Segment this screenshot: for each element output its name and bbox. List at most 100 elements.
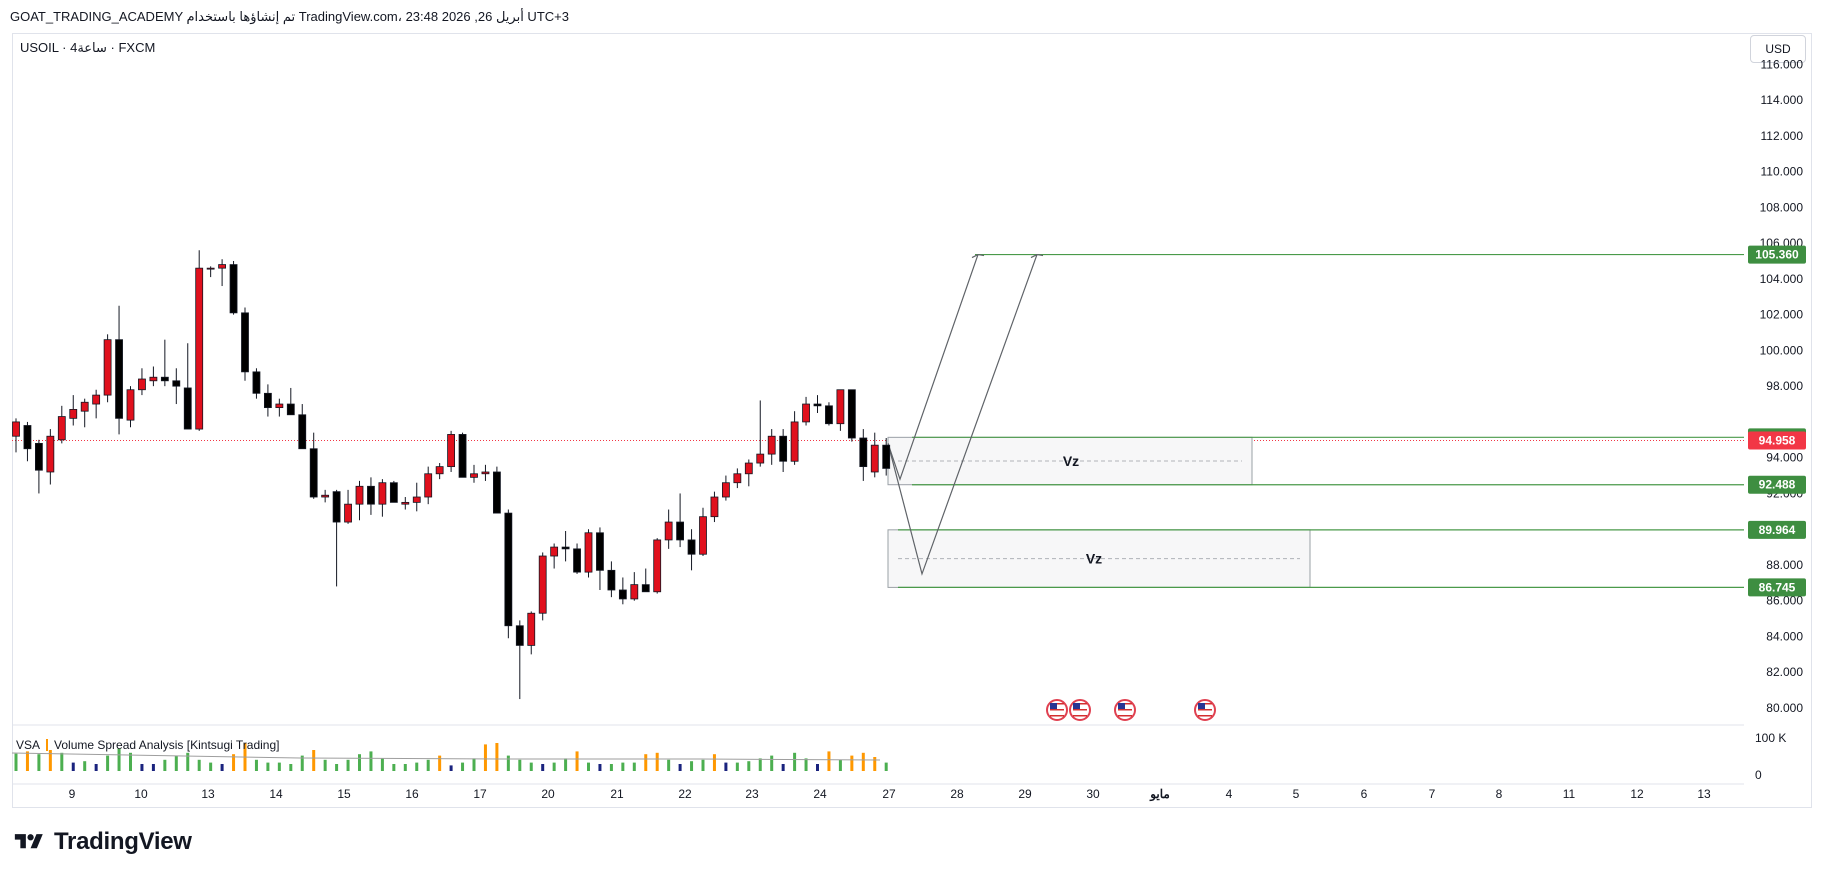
volume-bar [25,751,29,771]
time-axis-label: 8 [1496,787,1503,801]
price-tag-label: 94.958 [1759,434,1796,448]
candle-body [836,389,845,425]
volume-bar [380,758,384,771]
flag-stripe [1073,712,1087,714]
candle-body [492,471,501,514]
candle-body [206,267,215,270]
candle-body [57,416,66,441]
price-axis-label: 110.000 [1761,165,1804,179]
candle-body [504,512,513,627]
candle-body [183,387,192,430]
candle-body [573,548,581,573]
candle-body [172,380,181,387]
symbol-title[interactable]: USOIL · 4ساعة · FXCM [20,40,156,55]
candle-body [298,414,307,450]
volume-bar [884,762,888,771]
candle-body [367,485,375,505]
time-axis-label: 14 [269,787,283,801]
volume-bar [163,759,167,771]
candle-body [332,491,341,523]
time-axis-label: 27 [882,787,896,801]
volume-bar [827,751,831,771]
volume-bar [300,755,304,771]
time-axis-label: 23 [745,787,759,801]
flag-stripe [1118,715,1132,717]
candle-body [618,589,627,600]
legend-separator [46,739,49,751]
volume-bar [541,764,545,771]
volume-bar [83,761,87,771]
tradingview-logo[interactable]: TradingView [12,828,192,856]
candle-body [630,584,639,600]
zone-label: Vz [1063,453,1079,469]
price-tag [1748,431,1806,450]
candle-body [321,494,330,498]
tradingview-logo-icon [14,834,43,849]
candle-body [103,339,112,396]
price-tag-label: 92.488 [1759,478,1796,492]
price-tag [1748,475,1806,494]
price-tag-label: 89.964 [1759,523,1796,537]
time-axis-label: 9 [69,787,76,801]
volume-bar [129,752,132,771]
flag-stripe [1198,709,1212,711]
projection-path [887,254,1038,576]
volume-bar [232,754,236,771]
volume-bar [323,759,327,771]
time-axis-label: مايو [1149,787,1170,802]
candle-body [779,435,788,462]
candle-body [195,267,204,430]
candle-body [481,471,490,475]
projection-arrowhead [1030,253,1044,259]
candle-body [458,434,467,478]
volume-bar [220,764,224,771]
volume-bar [197,759,201,771]
candle-body [515,625,524,646]
volume-bar [712,754,716,771]
volume-bar [335,764,339,771]
candle-body [149,376,158,382]
indicator-short-name: VSA [16,738,41,752]
candle-body [12,421,20,437]
candle-body [80,401,89,412]
indicator-legend[interactable]: VSA Volume Spread Analysis [Kintsugi Trad… [16,738,279,752]
volume-bar [415,762,419,771]
demand-zone [887,529,1311,588]
candle-body [447,434,456,468]
price-tag-label: 86.745 [1759,580,1796,594]
time-axis-label: 5 [1293,787,1300,801]
price-tag [1748,520,1806,539]
volume-bar [724,762,728,771]
volume-bar [678,764,682,771]
flag-stripe [1198,712,1212,714]
candle-body [825,405,833,425]
candle-body [584,532,593,573]
currency-button[interactable]: USD [1750,35,1806,63]
candle-body [263,392,272,409]
candle-body [733,473,742,484]
volume-average-line [11,752,881,761]
candle-body [607,569,616,591]
projection-arrowhead [971,253,985,259]
price-axis-label: 102.000 [1760,308,1804,322]
volume-bar [438,755,442,771]
volume-bar [392,764,396,771]
price-tag [1748,245,1806,264]
candle-body [355,485,364,505]
volume-bar [701,759,705,771]
volume-bar [289,764,293,771]
volume-bar [71,762,75,771]
flag-canton [1050,703,1057,709]
chart-header: GOAT_TRADING_ACADEMY تم إنشاؤها باستخدام… [10,9,569,24]
candle-body [596,532,604,571]
volume-bar [426,759,430,771]
candle-body [722,482,730,498]
candle-body [275,403,284,409]
time-axis-label: 28 [950,787,964,801]
candle-body [710,496,719,518]
volume-bar [838,759,842,771]
flag-canton [1198,703,1205,709]
candle-body [229,264,238,314]
price-axis-label: 84.000 [1766,629,1803,643]
